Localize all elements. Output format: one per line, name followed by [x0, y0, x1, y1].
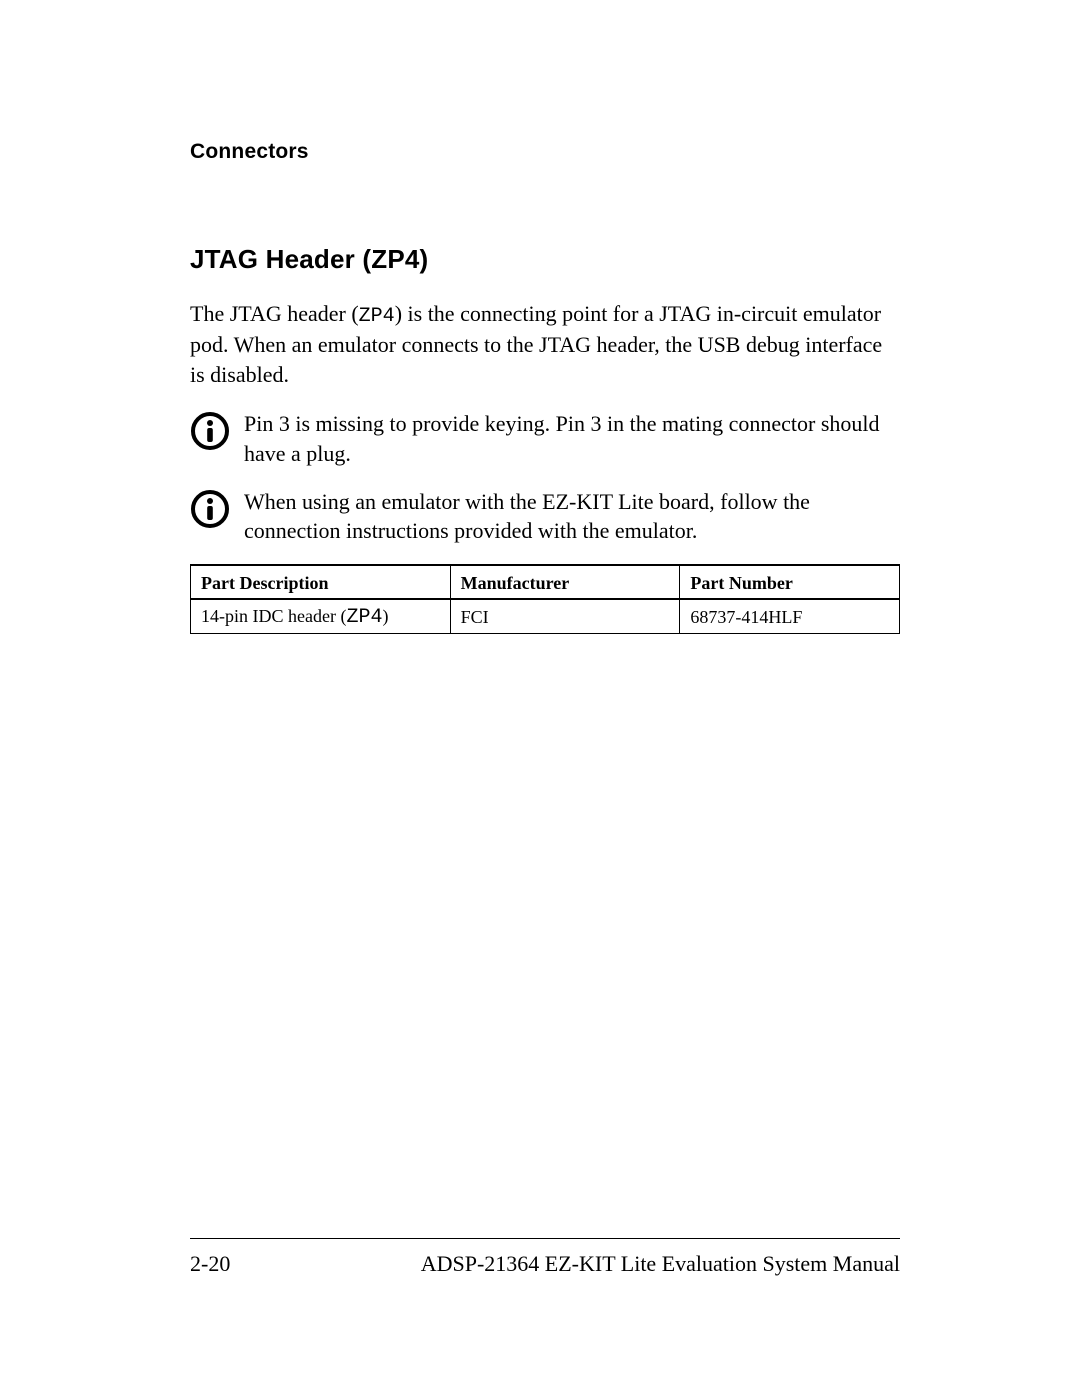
footer-line: 2-20 ADSP-21364 EZ-KIT Lite Evaluation S… — [190, 1251, 900, 1277]
note-text-2: When using an emulator with the EZ-KIT L… — [244, 487, 900, 546]
td-desc-code: ZP4 — [346, 606, 382, 629]
page: Connectors JTAG Header (ZP4) The JTAG he… — [0, 0, 1080, 1397]
page-footer: 2-20 ADSP-21364 EZ-KIT Lite Evaluation S… — [190, 1238, 900, 1277]
intro-paragraph: The JTAG header (ZP4) is the connecting … — [190, 299, 900, 389]
th-part-description: Part Description — [191, 565, 451, 599]
note-text-1: Pin 3 is missing to provide keying. Pin … — [244, 409, 900, 468]
para-pre: The JTAG header ( — [190, 301, 359, 326]
note-row-2: When using an emulator with the EZ-KIT L… — [190, 487, 900, 546]
para-code: ZP4 — [359, 305, 395, 328]
td-part-description: 14-pin IDC header (ZP4) — [191, 599, 451, 634]
info-icon — [190, 411, 230, 451]
parts-table: Part Description Manufacturer Part Numbe… — [190, 564, 900, 634]
th-manufacturer: Manufacturer — [450, 565, 680, 599]
footer-rule — [190, 1238, 900, 1239]
td-desc-post: ) — [382, 606, 388, 626]
running-head: Connectors — [190, 140, 900, 164]
th-part-number: Part Number — [680, 565, 900, 599]
note-row-1: Pin 3 is missing to provide keying. Pin … — [190, 409, 900, 468]
page-number: 2-20 — [190, 1251, 230, 1277]
td-manufacturer: FCI — [450, 599, 680, 634]
table-header-row: Part Description Manufacturer Part Numbe… — [191, 565, 900, 599]
section-heading: JTAG Header (ZP4) — [190, 244, 900, 275]
table-row: 14-pin IDC header (ZP4) FCI 68737-414HLF — [191, 599, 900, 634]
manual-title: ADSP-21364 EZ-KIT Lite Evaluation System… — [421, 1251, 900, 1277]
td-part-number: 68737-414HLF — [680, 599, 900, 634]
info-icon — [190, 489, 230, 529]
td-desc-pre: 14-pin IDC header ( — [201, 606, 346, 626]
